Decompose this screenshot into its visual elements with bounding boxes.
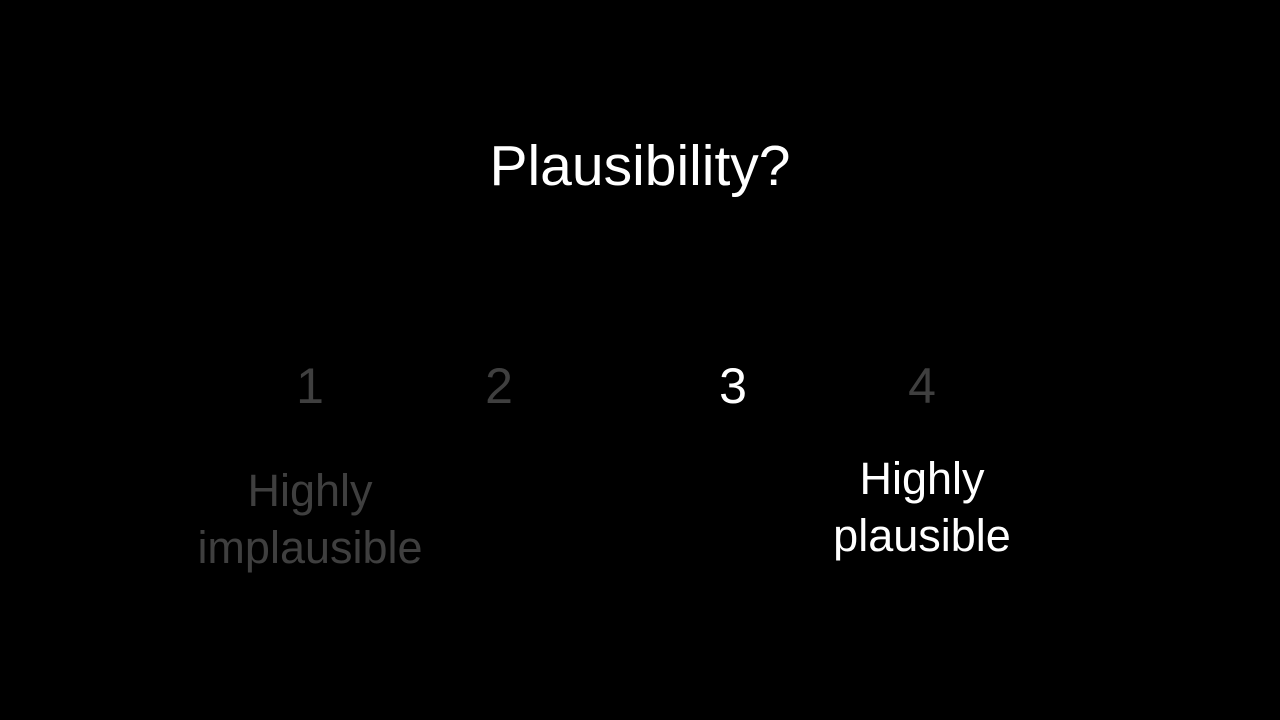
low-anchor-line-2: implausible xyxy=(197,522,423,573)
high-anchor-line-2: plausible xyxy=(833,510,1011,561)
high-anchor-label: Highly plausible xyxy=(772,450,1072,564)
low-anchor-label: Highly implausible xyxy=(160,462,460,576)
rating-option-2[interactable]: 2 xyxy=(485,358,513,414)
rating-option-3[interactable]: 3 xyxy=(719,358,747,414)
high-anchor-line-1: Highly xyxy=(859,453,985,504)
question-title: Plausibility? xyxy=(489,134,791,198)
rating-option-1[interactable]: 1 xyxy=(296,358,324,414)
rating-option-4[interactable]: 4 xyxy=(908,358,936,414)
low-anchor-line-1: Highly xyxy=(247,465,373,516)
